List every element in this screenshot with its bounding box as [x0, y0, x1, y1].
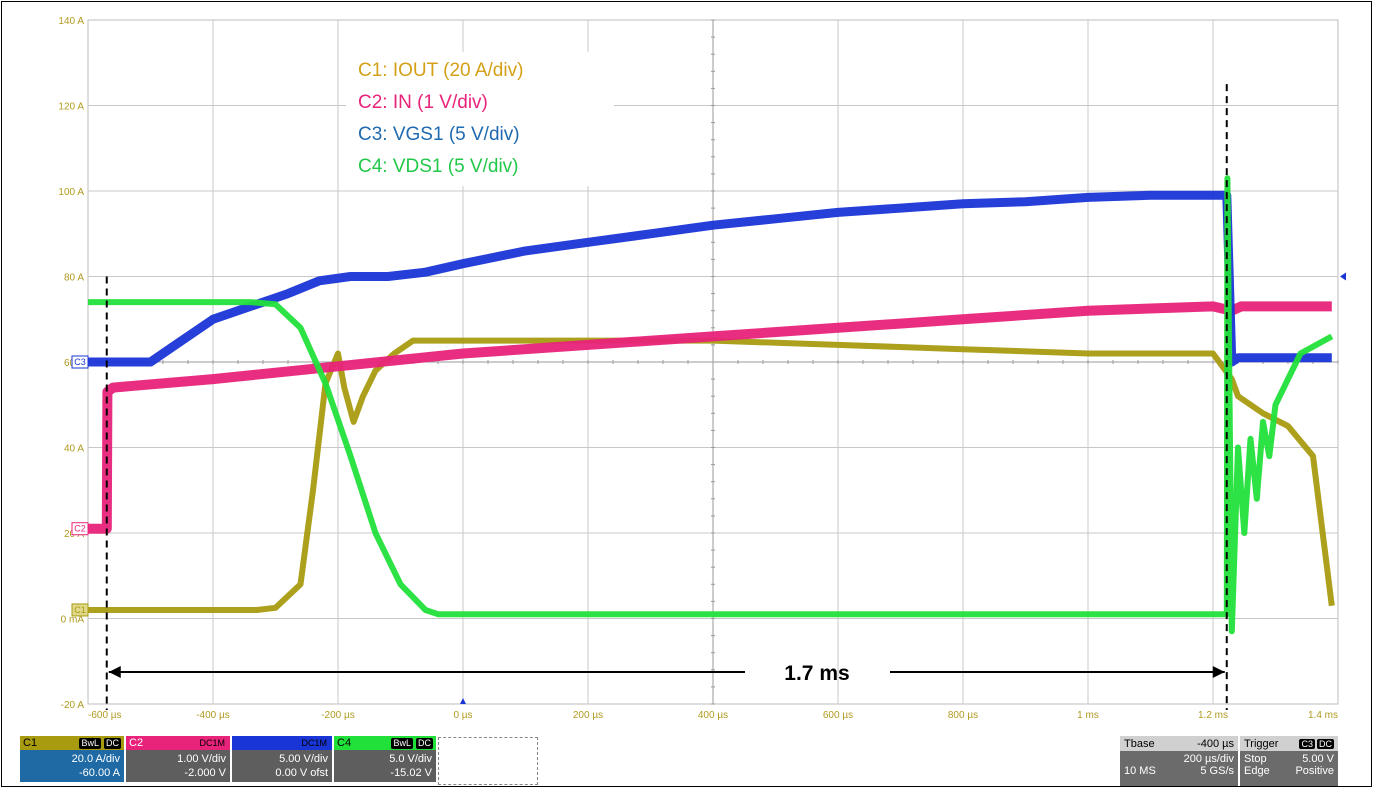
- arrowhead-left: [108, 666, 121, 678]
- ground-markers: C1 C2 C3: [71, 355, 89, 617]
- ground-marker-label: C3: [74, 357, 86, 367]
- c3-values: 5.00 V/div 0.00 V ofst: [232, 750, 332, 782]
- c3-label: C3: [235, 737, 250, 749]
- c3-coupling-tag: DC1M: [299, 737, 329, 749]
- trigger-level: 5.00 V: [1302, 753, 1334, 765]
- timebase-header: Tbase -400 µs: [1120, 736, 1238, 751]
- c1-scale: 20.0 A/div: [71, 753, 120, 765]
- c3-readout[interactable]: C3 DC1M 5.00 V/div 0.00 V ofst: [232, 736, 332, 786]
- legend-entry: C4: VDS1 (5 V/div): [358, 156, 519, 177]
- ground-marker-c3: [71, 355, 89, 369]
- y-tick-label: 40 A: [64, 444, 84, 455]
- c3-header: C3 DC1M: [232, 736, 332, 750]
- c4-label: C4: [337, 737, 352, 749]
- c4-scale: 5.0 V/div: [389, 753, 432, 765]
- trigger-type: Edge: [1244, 765, 1270, 777]
- c4-readout[interactable]: C4 BwL DC 5.0 V/div -15.02 V: [334, 736, 436, 786]
- c4-coupling-tag: DC: [416, 737, 433, 749]
- ground-marker-c2: [71, 522, 89, 536]
- legend-entry: C2: IN (1 V/div): [358, 92, 488, 113]
- trace-c2: [88, 301, 1332, 534]
- x-tick-label: 1.4 ms: [1308, 710, 1338, 721]
- c1-label: C1: [23, 737, 38, 749]
- x-tick-label: -200 µs: [321, 710, 355, 721]
- c2-scale: 1.00 V/div: [177, 753, 226, 765]
- x-axis-tick-labels: -600 µs -400 µs -200 µs 0 µs 200 µs 400 µs 600…: [88, 272, 1346, 721]
- trace-c4: [88, 175, 1334, 635]
- timebase-rate: 5 GS/s: [1200, 765, 1234, 777]
- timebase-acq: 10 MS 5 GS/s: [1120, 765, 1238, 777]
- c4-header: C4 BwL DC: [334, 736, 436, 750]
- c4-values: 5.0 V/div -15.02 V: [334, 750, 436, 782]
- c2-readout[interactable]: C2 DC1M 1.00 V/div -2.000 V: [126, 736, 230, 786]
- interval-label: 1.7 ms: [784, 662, 849, 685]
- trigger-label: Trigger: [1244, 737, 1279, 750]
- timebase-label: Tbase: [1124, 737, 1155, 750]
- c2-offset: -2.000 V: [184, 767, 226, 779]
- timebase-delay: -400 µs: [1197, 737, 1234, 750]
- trigger-time-marker: [460, 698, 466, 704]
- x-tick-label: 1 ms: [1077, 710, 1099, 721]
- c2-label: C2: [129, 737, 144, 749]
- grid: [87, 19, 1339, 705]
- trigger-level-marker: [1340, 272, 1346, 281]
- trace-c1: [88, 337, 1335, 613]
- ground-marker-label: C1: [74, 605, 86, 615]
- y-tick-label: 140 A: [58, 16, 84, 27]
- annotations: 1.7 ms: [105, 84, 1228, 710]
- legend-box: [346, 52, 614, 186]
- c1-coupling-tag: DC: [104, 737, 121, 749]
- c1-values: 20.0 A/div -60.00 A: [20, 750, 124, 782]
- c4-offset: -15.02 V: [390, 767, 432, 779]
- x-tick-label: 0 µs: [453, 710, 472, 721]
- x-tick-label: 1.2 ms: [1198, 710, 1228, 721]
- trigger-header: Trigger C3 DC: [1240, 736, 1338, 751]
- c2-coupling-tag: DC1M: [197, 737, 227, 749]
- legend-entry: C1: IOUT (20 A/div): [358, 60, 523, 81]
- timebase-readout[interactable]: Tbase -400 µs 200 µs/div 10 MS 5 GS/s: [1120, 736, 1238, 786]
- y-tick-label: 100 A: [58, 187, 84, 198]
- c3-scale: 5.00 V/div: [279, 753, 328, 765]
- empty-readout-slot: [438, 737, 538, 785]
- y-tick-label: 80 A: [64, 273, 84, 284]
- c2-values: 1.00 V/div -2.000 V: [126, 750, 230, 782]
- trigger-coupling: DC: [1317, 738, 1334, 749]
- y-tick-label: -20 A: [61, 700, 85, 711]
- timebase-per-div: 200 µs/div: [1183, 753, 1234, 765]
- x-tick-label: 400 µs: [698, 710, 728, 721]
- trigger-source: C3: [1299, 738, 1315, 749]
- y-tick-label: 120 A: [58, 102, 84, 113]
- ground-marker-label: C2: [74, 524, 86, 534]
- ground-marker-c1: [71, 603, 89, 617]
- c1-offset: -60.00 A: [79, 767, 120, 779]
- x-tick-label: -600 µs: [88, 710, 122, 721]
- x-tick-label: 200 µs: [573, 710, 603, 721]
- c1-bw-tag: BwL: [79, 737, 101, 749]
- trigger-row-1: Stop 5.00 V: [1240, 751, 1338, 765]
- c3-offset: 0.00 V ofst: [275, 767, 328, 779]
- trigger-row-2: Edge Positive: [1240, 765, 1338, 777]
- trigger-readout[interactable]: Trigger C3 DC Stop 5.00 V Edge Positive: [1240, 736, 1338, 786]
- c2-header: C2 DC1M: [126, 736, 230, 750]
- legend: C1: IOUT (20 A/div) C2: IN (1 V/div) C3: V…: [346, 52, 614, 186]
- c4-bw-tag: BwL: [391, 737, 413, 749]
- c1-readout[interactable]: C1 BwL DC 20.0 A/div -60.00 A: [20, 736, 124, 786]
- x-tick-label: 800 µs: [948, 710, 978, 721]
- x-tick-label: 600 µs: [823, 710, 853, 721]
- traces: [88, 175, 1335, 635]
- c1-header: C1 BwL DC: [20, 736, 124, 750]
- trigger-mode: Stop: [1244, 753, 1267, 765]
- y-tick-label: 0 mA: [61, 615, 85, 626]
- x-tick-label: -400 µs: [196, 710, 230, 721]
- trigger-slope: Positive: [1295, 765, 1334, 777]
- legend-entry: C3: VGS1 (5 V/div): [358, 124, 520, 145]
- timebase-samples: 10 MS: [1124, 765, 1156, 777]
- arrowhead-right: [1212, 666, 1225, 678]
